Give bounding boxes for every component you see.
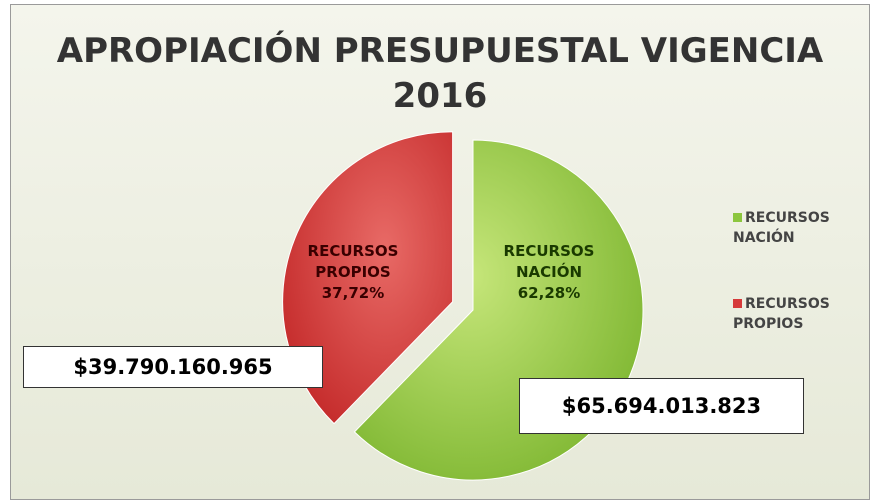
legend-entry: RECURSOS PROPIOS (733, 294, 833, 334)
slice-label: RECURSOS PROPIOS 37,72% (293, 241, 413, 304)
slice-label: RECURSOS NACIÓN 62,28% (489, 241, 609, 304)
slice-value: 37,72% (321, 284, 385, 302)
legend-entry: RECURSOS NACIÓN (733, 208, 833, 248)
chart-title: APROPIACIÓN PRESUPUESTAL VIGENCIA 2016 (56, 31, 824, 116)
legend-swatch (733, 299, 742, 308)
amount-box: $65.694.013.823 (519, 378, 804, 434)
amount-box: $39.790.160.965 (23, 346, 323, 388)
slice-value: 62,28% (517, 284, 581, 302)
slice-category: RECURSOS PROPIOS (307, 242, 399, 281)
slice-category: RECURSOS NACIÓN (503, 242, 595, 281)
chart-area: APROPIACIÓN PRESUPUESTAL VIGENCIA 2016 R… (10, 4, 870, 500)
legend-label: RECURSOS NACIÓN (733, 210, 830, 246)
legend-label: RECURSOS PROPIOS (733, 296, 830, 332)
legend-swatch (733, 213, 742, 222)
